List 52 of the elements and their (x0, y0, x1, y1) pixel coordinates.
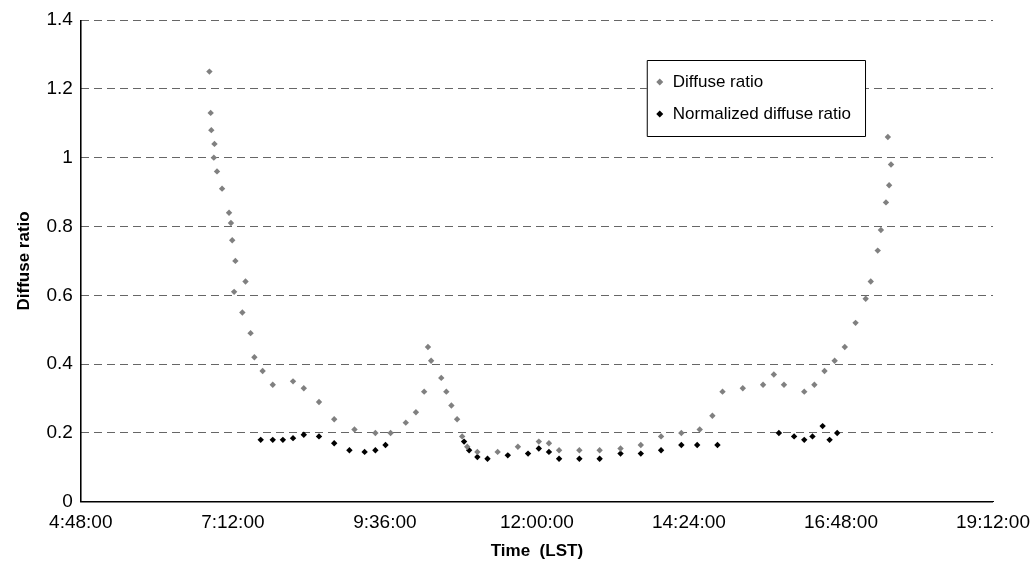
point (524, 450, 532, 457)
legend-label: Normalized diffuse ratio (672, 103, 852, 123)
point (382, 441, 389, 449)
point (576, 455, 583, 462)
point (257, 436, 264, 444)
x-tick-label: 19:12:00 (956, 511, 1030, 533)
point (315, 433, 323, 440)
y-tick-label: 0.2 (46, 421, 73, 443)
point (545, 448, 553, 456)
point (484, 455, 491, 462)
point (801, 436, 808, 444)
point (269, 436, 276, 444)
point (826, 436, 833, 444)
point (775, 429, 783, 437)
point (790, 433, 798, 440)
point (596, 455, 603, 462)
point (361, 448, 368, 456)
point (279, 436, 287, 444)
x-tick-label: 7:12:00 (201, 511, 265, 533)
y-tick-label: 1.2 (46, 77, 73, 99)
point (460, 438, 468, 445)
point (555, 455, 563, 462)
point (833, 429, 841, 437)
point (535, 445, 543, 452)
point (300, 431, 307, 438)
x-tick-label: 16:48:00 (804, 511, 878, 533)
point (819, 422, 826, 430)
point (289, 434, 297, 442)
point (657, 446, 665, 454)
point (678, 441, 685, 449)
x-tick-label: 14:24:00 (651, 511, 726, 533)
y-axis-title: Diffuse ratio (13, 211, 33, 311)
y-tick-label: 0 (62, 490, 73, 512)
x-axis-title: Time (LST) (490, 541, 584, 561)
y-tick-label: 1 (62, 145, 73, 167)
point (637, 450, 645, 457)
point (372, 446, 379, 454)
point (331, 440, 338, 447)
point (346, 446, 353, 454)
legend-label: Diffuse ratio (672, 71, 764, 91)
x-tick-label: 4:48:00 (49, 511, 113, 533)
x-tick-label: 9:36:00 (353, 511, 417, 533)
point (504, 452, 511, 459)
y-tick-label: 0.8 (46, 214, 73, 236)
x-tick-label: 12:00:00 (499, 511, 574, 533)
y-tick-label: 0.6 (46, 283, 73, 305)
point (693, 441, 701, 449)
y-tick-label: 0.4 (46, 352, 74, 374)
y-tick-label: 1.4 (46, 8, 74, 30)
point (617, 450, 624, 457)
point (714, 441, 721, 449)
point (809, 433, 816, 440)
